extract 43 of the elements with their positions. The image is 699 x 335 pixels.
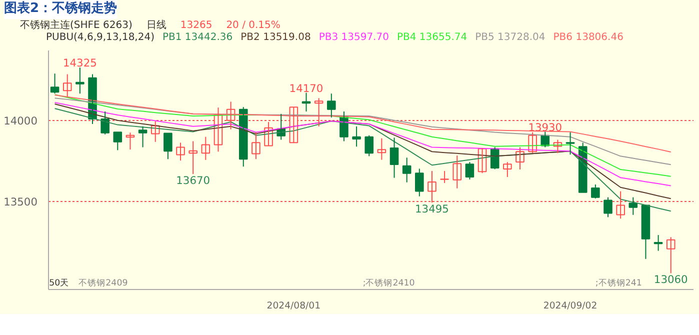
candlestick <box>503 162 512 178</box>
text: PB1 13442.36 <box>162 32 233 43</box>
chart-title: 图表2：不锈钢走势 <box>4 0 118 19</box>
candlestick <box>364 134 374 157</box>
text: PB5 13728.04 <box>475 32 546 43</box>
annotation: 50天 <box>49 278 70 288</box>
candlestick <box>164 132 172 160</box>
line-series <box>54 94 672 152</box>
candlestick <box>62 74 72 98</box>
y-tick-label: 13500 <box>4 196 38 209</box>
text: PUBU(4,6,9,13,18,24) <box>46 32 154 43</box>
candlestick <box>440 170 449 184</box>
annotation: ;不锈钢241 <box>595 278 642 288</box>
text: PB4 13655.74 <box>396 32 468 43</box>
x-tick-label: 2024/08/01 <box>266 300 321 312</box>
annotation: ;不锈钢2410 <box>362 278 415 288</box>
annotation: 13495 <box>415 202 449 216</box>
text: PB3 13597.70 <box>318 32 389 43</box>
annotation: 14170 <box>289 82 324 95</box>
y-tick-label: 14000 <box>4 114 38 128</box>
candlestick <box>415 168 424 197</box>
candlestick <box>604 196 612 218</box>
x-tick-label: 2024/09/02 <box>543 300 598 312</box>
candlestick <box>666 236 676 274</box>
candlestick <box>591 184 600 199</box>
text: 13265 <box>180 20 212 31</box>
text: 20 / 0.15% <box>226 20 280 31</box>
candlestick <box>76 67 84 94</box>
candlestick <box>138 126 148 148</box>
text: PB6 13806.46 <box>553 32 624 43</box>
candlestick <box>452 155 462 189</box>
annotation: 13060 <box>654 273 688 286</box>
annotation: 14325 <box>62 56 97 70</box>
candlestick <box>566 132 575 156</box>
text: PB2 13519.08 <box>240 32 311 43</box>
annotation: 13930 <box>528 120 562 134</box>
annotation: 13670 <box>176 174 210 188</box>
text: 不锈钢主连(SHFE 6263) <box>20 20 132 31</box>
candlestick <box>252 132 260 160</box>
candlestick <box>326 93 336 118</box>
candlestick <box>176 142 185 162</box>
annotation: 不锈钢2409 <box>78 278 128 288</box>
text: 日线 <box>146 20 166 31</box>
